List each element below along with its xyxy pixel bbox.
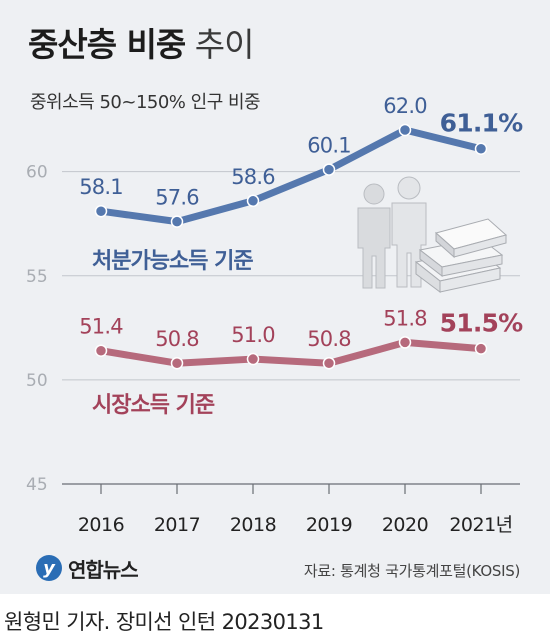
x-tick-label: 2019 <box>306 514 352 536</box>
x-tick-label: 2020 <box>382 514 428 536</box>
data-label: 60.1 <box>307 134 351 158</box>
data-label: 51.0 <box>231 323 275 347</box>
y-tick-label: 50 <box>26 371 48 391</box>
series-line <box>97 338 485 367</box>
data-point <box>94 204 108 218</box>
data-point <box>246 352 260 366</box>
x-tick-label: 2017 <box>154 514 200 536</box>
data-point <box>322 163 336 176</box>
data-point <box>246 194 260 208</box>
source-note: 자료: 통계청 국가통계포털(KOSIS) <box>303 562 520 580</box>
data-label: 62.0 <box>383 94 427 118</box>
data-label: 51.8 <box>383 306 427 330</box>
yonhap-logo: y 연합뉴스 <box>36 553 139 583</box>
y-tick-label: 60 <box>26 163 48 183</box>
people-with-money-illustration <box>357 176 508 293</box>
chart-card <box>0 0 550 594</box>
data-point <box>474 142 488 155</box>
series-layer <box>94 123 488 370</box>
data-point <box>94 344 108 357</box>
data-label: 50.8 <box>307 327 351 351</box>
logo-mark: y <box>36 555 62 581</box>
series-name-label: 처분가능소득 기준 <box>92 249 253 274</box>
data-label: 61.1% <box>440 109 523 138</box>
logo-text: 연합뉴스 <box>68 557 139 582</box>
data-label: 50.8 <box>155 327 199 351</box>
data-point <box>398 123 412 137</box>
credit-line: 원형민 기자. 장미선 인턴 20230131 <box>4 610 324 634</box>
data-point <box>398 336 412 349</box>
data-label: 57.6 <box>155 186 199 210</box>
data-point <box>474 342 488 355</box>
title-light: 추이 <box>194 25 255 64</box>
chart-title: 중산층 비중 추이 <box>28 18 255 66</box>
title-bold: 중산층 비중 <box>28 25 186 64</box>
chart-subtitle: 중위소득 50~150% 인구 비중 <box>30 92 261 113</box>
x-tick-label: 2018 <box>230 514 276 536</box>
grid-layer: 45 50 55 60 2016 2017 2018 2019 2020 2021년 <box>26 163 520 536</box>
data-label: 51.4 <box>79 315 123 339</box>
data-label: 58.6 <box>231 165 275 189</box>
y-tick-label: 45 <box>26 475 48 495</box>
data-point <box>170 215 184 228</box>
person-icon <box>357 183 391 289</box>
series-line <box>97 126 485 226</box>
data-point <box>170 356 184 370</box>
money-stack-icon <box>414 218 508 293</box>
data-point <box>322 356 336 370</box>
line-chart: 45 50 55 60 2016 2017 2018 2019 2020 2021년 <box>26 94 524 536</box>
label-layer: 58.1 57.6 58.6 60.1 62.0 61.1% 처분가능소득 기준 51.4 50… <box>79 94 524 418</box>
data-label: 58.1 <box>79 175 123 199</box>
series-name-label: 시장소득 기준 <box>92 393 215 418</box>
x-tick-label: 2021년 <box>449 514 512 536</box>
data-label: 51.5% <box>440 309 523 338</box>
y-tick-label: 55 <box>26 267 48 287</box>
x-tick-label: 2016 <box>78 514 124 536</box>
